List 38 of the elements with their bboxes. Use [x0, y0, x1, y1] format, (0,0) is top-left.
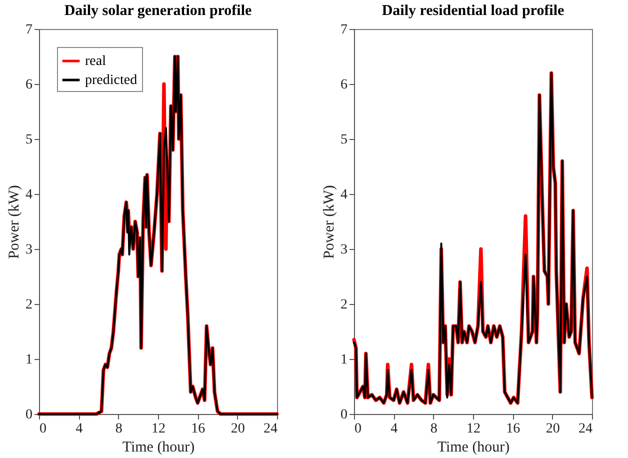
y-tick-label: 7 — [340, 22, 348, 38]
x-tick-label: 16 — [506, 422, 520, 436]
y-tick-label: 1 — [340, 352, 348, 368]
y-tick-label: 5 — [26, 132, 32, 148]
y-axis-title: Power (kW) — [322, 185, 338, 259]
x-tick-label: 12 — [466, 422, 480, 436]
y-tick-label: 0 — [26, 408, 32, 422]
y-tick-label: 2 — [26, 298, 32, 312]
x-axis-title: Time (hour) — [437, 440, 510, 456]
x-tick-label: 24 — [264, 422, 278, 436]
legend-label: predicted — [85, 73, 138, 88]
x-tick-label: 4 — [390, 422, 398, 436]
x-tick-label: 0 — [354, 422, 362, 436]
x-tick-label: 12 — [152, 422, 166, 436]
x-tick-label: 16 — [191, 422, 206, 436]
x-tick-label: 0 — [40, 422, 46, 436]
x-tick-label: 8 — [430, 422, 438, 436]
y-tick-label: 7 — [26, 22, 32, 38]
x-tick-label: 20 — [546, 422, 560, 436]
y-tick-label: 3 — [340, 242, 348, 258]
x-tick-label: 8 — [115, 422, 122, 436]
y-tick-label: 1 — [26, 352, 32, 368]
y-tick-label: 4 — [340, 188, 348, 202]
y-tick-label: 4 — [26, 188, 32, 202]
y-tick-label: 6 — [26, 78, 32, 92]
x-tick-label: 24 — [578, 422, 592, 436]
y-tick-label: 0 — [340, 408, 348, 422]
y-tick-label: 3 — [26, 242, 32, 258]
chart-title: Daily residential load profile — [382, 3, 565, 19]
legend-label: real — [85, 54, 106, 69]
x-axis-title: Time (hour) — [122, 440, 195, 456]
y-tick-label: 6 — [340, 78, 348, 92]
chart-title: Daily solar generation profile — [64, 3, 252, 19]
y-tick-label: 2 — [340, 298, 348, 312]
x-tick-label: 4 — [76, 422, 83, 436]
y-tick-label: 5 — [340, 132, 348, 148]
y-axis-title: Power (kW) — [6, 185, 22, 259]
x-tick-label: 20 — [230, 422, 245, 436]
